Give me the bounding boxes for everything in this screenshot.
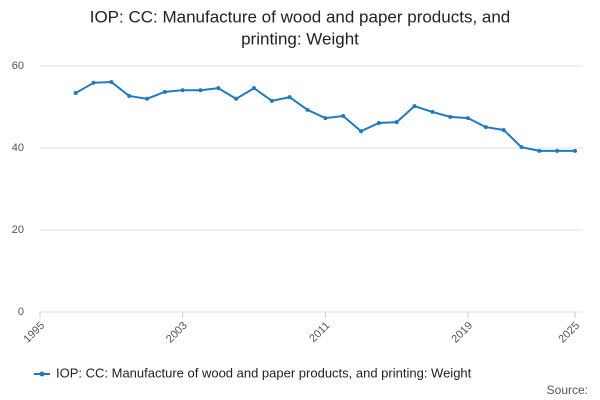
point	[466, 116, 470, 121]
point	[216, 86, 221, 91]
chart-title: printing: Weight	[241, 29, 359, 48]
y-tick-label: 0	[18, 306, 24, 318]
point	[501, 127, 506, 132]
point	[305, 107, 310, 112]
point	[359, 129, 363, 134]
chart-title: IOP: CC: Manufacture of wood and paper p…	[90, 7, 511, 26]
point	[537, 148, 542, 153]
y-tick-label: 60	[12, 60, 24, 72]
point	[573, 148, 577, 153]
point	[252, 86, 256, 91]
point	[376, 120, 381, 125]
point	[519, 145, 524, 150]
point	[412, 104, 417, 109]
source: Source:	[547, 383, 588, 397]
point	[269, 98, 274, 103]
point	[483, 125, 488, 130]
point	[127, 93, 132, 98]
point	[145, 96, 149, 101]
point	[162, 89, 167, 94]
point	[91, 80, 96, 85]
point	[394, 120, 399, 125]
x-tick-label: 2025	[556, 320, 582, 346]
legend-label: IOP: CC: Manufacture of wood and paper p…	[56, 365, 472, 380]
point	[198, 88, 203, 93]
legend-marker	[39, 371, 45, 377]
x-tick-label: 2019	[449, 320, 475, 346]
point	[448, 114, 453, 119]
x-tick-label: 2011	[307, 320, 332, 345]
x-tick-label: 1995	[21, 320, 47, 346]
point	[180, 88, 185, 93]
point	[430, 109, 435, 114]
point	[109, 79, 114, 84]
point	[555, 148, 560, 153]
x-tick-label: 2003	[164, 320, 190, 346]
point	[234, 96, 239, 101]
point	[287, 95, 292, 100]
y-tick-label: 40	[12, 142, 24, 154]
point	[341, 114, 346, 119]
point	[73, 91, 78, 96]
point	[323, 116, 328, 121]
y-tick-label: 20	[12, 224, 24, 236]
